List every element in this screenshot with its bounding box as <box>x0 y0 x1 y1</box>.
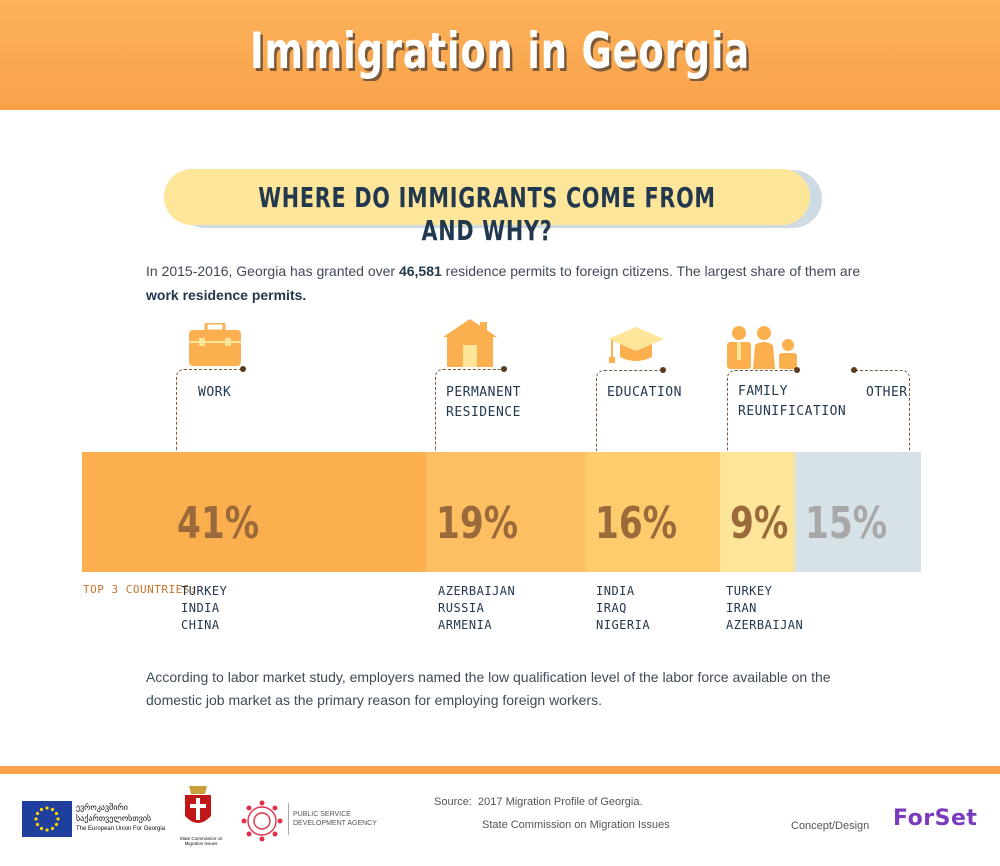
state-commission-logo <box>185 786 211 823</box>
psda-divider <box>288 803 289 835</box>
work-connector <box>176 369 243 451</box>
outro-paragraph: According to labor market study, employe… <box>146 669 831 708</box>
eu-flag-logo <box>22 801 72 837</box>
pct-family-reunification: 9% <box>729 498 788 549</box>
source-line-2: State Commission on Migration Issues <box>482 819 670 831</box>
countries-permanent-residence: AZERBAIJAN RUSSIA ARMENIA <box>438 583 515 634</box>
family-icon <box>727 326 797 369</box>
top3-label: TOP 3 COUNTRIES: <box>83 583 197 596</box>
state-commission-text: State Commission on Migration Issues <box>179 836 223 846</box>
pct-permanent-residence: 19% <box>435 498 519 549</box>
pct-other: 15% <box>805 498 888 549</box>
countries-family-reunification: TURKEY IRAN AZERBAIJAN <box>726 583 803 634</box>
source-label: Source: <box>434 796 472 808</box>
family-connector-dot <box>794 367 800 373</box>
permanent-connector <box>435 369 504 451</box>
label-permanent-line1: PERMANENT <box>446 385 521 400</box>
bar-segment-work: 41% <box>82 452 426 572</box>
country-item: AZERBAIJAN <box>438 584 516 598</box>
bar-segment-education: 16% <box>585 452 720 572</box>
country-item: INDIA <box>181 601 220 615</box>
other-connector <box>855 370 910 451</box>
label-work-line1: WORK <box>198 385 232 400</box>
education-connector-dot <box>660 367 666 373</box>
bar-segment-other: 15% <box>795 452 921 572</box>
label-other-line1: OTHER <box>866 385 908 400</box>
question-pill: WHERE DO IMMIGRANTS COME FROM AND WHY? <box>164 169 810 247</box>
country-item: ARMENIA <box>438 618 493 632</box>
country-item: INDIA <box>596 584 635 598</box>
intro-number: 46,581 <box>398 263 442 279</box>
countries-work: TURKEY INDIA CHINA <box>181 583 227 634</box>
permanent-connector-dot <box>501 366 507 372</box>
page-title: Immigration in Georgia <box>250 22 750 80</box>
countries-education: INDIA IRAQ NIGERIA <box>596 583 650 634</box>
forset-logo: ForSet <box>893 806 978 831</box>
label-work: WORK <box>198 383 231 403</box>
education-connector <box>596 370 663 451</box>
label-permanent-residence: PERMANENT RESIDENCE <box>446 383 521 423</box>
other-connector-dot <box>851 367 857 373</box>
intro-text-1: In 2015-2016, Georgia has granted over <box>146 263 399 279</box>
psda-text: PUBLIC SERVICE DEVELOPMENT AGENCY <box>293 811 377 827</box>
label-other: OTHER <box>866 383 908 403</box>
footer-divider <box>0 766 1000 774</box>
eu-text-georgian: ევროკავშირი საქართველოსთვის <box>76 803 152 823</box>
country-item: AZERBAIJAN <box>726 618 804 632</box>
label-education-line1: EDUCATION <box>607 385 682 400</box>
country-item: NIGERIA <box>596 618 651 632</box>
country-item: RUSSIA <box>438 601 485 615</box>
country-item: IRAQ <box>596 601 627 615</box>
intro-paragraph: In 2015-2016, Georgia has granted over 4… <box>146 259 866 307</box>
intro-text-2: residence permits to foreign citizens. T… <box>441 263 861 279</box>
bar-segment-permanent-residence: 19% <box>425 452 586 572</box>
label-family-line2: REUNIFICATION <box>738 404 847 419</box>
question-text: WHERE DO IMMIGRANTS COME FROM AND WHY? <box>258 181 716 247</box>
country-item: IRAN <box>726 601 757 615</box>
house-icon <box>443 319 497 367</box>
source-line: Source: 2017 Migration Profile of Georgi… <box>434 796 643 808</box>
source-text: 2017 Migration Profile of Georgia. <box>478 796 643 808</box>
country-item: CHINA <box>181 618 220 632</box>
pct-education: 16% <box>595 498 678 549</box>
label-permanent-line2: RESIDENCE <box>446 405 521 420</box>
work-connector-dot <box>240 366 246 372</box>
label-family-reunification: FAMILY REUNIFICATION <box>738 382 846 422</box>
country-item: TURKEY <box>181 584 228 598</box>
bar-segment-family-reunification: 9% <box>719 452 796 572</box>
eu-text-english: The European Union For Georgia <box>76 826 166 832</box>
family-connector <box>727 370 797 451</box>
header-banner: Immigration in Georgia <box>0 0 1000 110</box>
psda-logo <box>241 800 283 842</box>
concept-design-label: Concept/Design <box>791 820 870 832</box>
label-family-line1: FAMILY <box>738 384 788 399</box>
label-education: EDUCATION <box>607 383 682 403</box>
intro-bold: work residence permits. <box>146 287 307 303</box>
pct-work: 41% <box>177 498 260 549</box>
graduation-cap-icon <box>608 327 664 363</box>
briefcase-icon <box>189 323 241 366</box>
country-item: TURKEY <box>726 584 773 598</box>
